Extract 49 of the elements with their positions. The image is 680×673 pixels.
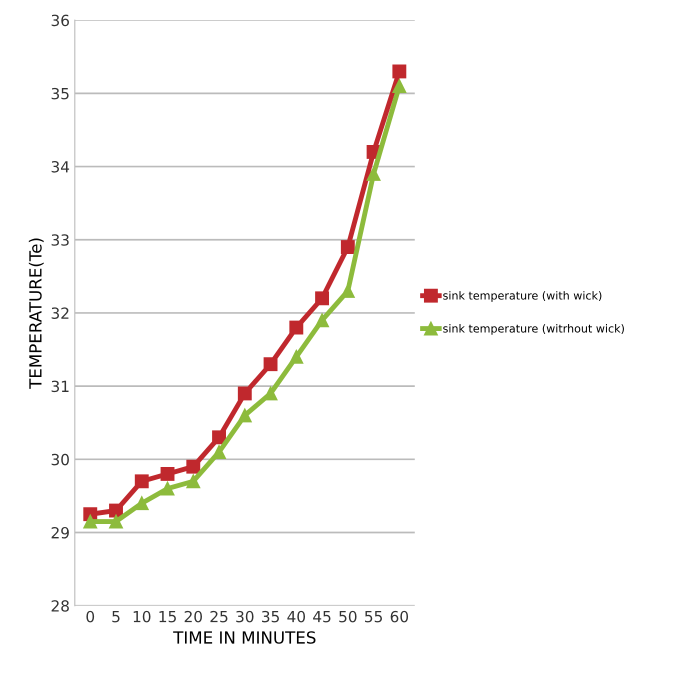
y-tick-label: 36 xyxy=(52,14,69,26)
point xyxy=(392,64,406,78)
x-tick-label: 35 xyxy=(262,610,279,622)
x-tick-label: 30 xyxy=(236,610,254,622)
point xyxy=(212,430,226,444)
point xyxy=(264,357,278,372)
x-tick-label: 15 xyxy=(159,611,176,622)
point xyxy=(238,408,252,422)
point xyxy=(83,514,98,528)
point xyxy=(340,240,355,254)
point xyxy=(238,386,252,400)
point xyxy=(160,482,174,496)
point xyxy=(340,284,355,298)
y-tick-label: 35 xyxy=(52,88,69,100)
x-tick-label: 55 xyxy=(365,611,382,622)
point xyxy=(289,320,304,335)
x-tick-label: 45 xyxy=(313,611,330,622)
point xyxy=(392,79,406,94)
y-tick-label: 31 xyxy=(52,380,69,392)
y-axis-title: TEMPERATURE(Te) xyxy=(28,238,44,389)
legend-label: sink temperature (witrhout wick) xyxy=(443,324,624,335)
point xyxy=(315,291,330,306)
x-tick-label: 10 xyxy=(134,610,150,622)
point xyxy=(366,166,381,181)
x-tick-label: 5 xyxy=(112,611,120,622)
legend-label: sink temperature (with wick) xyxy=(443,291,602,302)
y-tick-label: 28 xyxy=(52,600,69,612)
point xyxy=(109,514,123,528)
point xyxy=(134,496,149,510)
y-tick-label: 29 xyxy=(52,526,69,539)
point xyxy=(186,460,200,474)
y-tick-label: 30 xyxy=(52,454,69,466)
y-tick-label: 33 xyxy=(52,234,69,246)
point xyxy=(134,474,149,488)
x-tick-label: 20 xyxy=(184,610,202,622)
point xyxy=(160,467,174,481)
x-tick-label: 60 xyxy=(390,610,408,622)
point xyxy=(186,474,200,488)
x-tick-label: 50 xyxy=(339,610,357,622)
point xyxy=(109,504,123,518)
x-tick-label: 40 xyxy=(287,610,306,622)
x-tick-label: 25 xyxy=(210,610,228,622)
y-tick-label: 32 xyxy=(52,307,68,319)
point xyxy=(212,445,226,459)
point xyxy=(315,313,330,328)
x-axis-title: TIME IN MINUTES xyxy=(173,631,316,644)
y-tick-label: 34 xyxy=(52,161,70,173)
x-tick-label: 0 xyxy=(86,610,94,622)
point xyxy=(289,350,304,364)
